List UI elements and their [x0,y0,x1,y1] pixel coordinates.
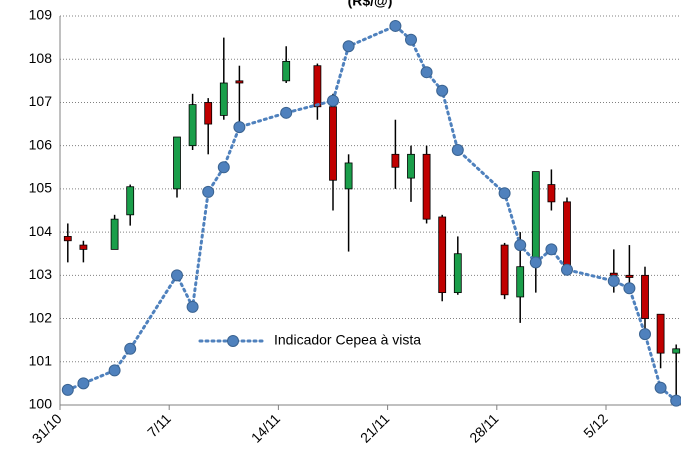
indicator-point [61,383,74,396]
x-tick-label: 14/11 [248,410,284,446]
indicator-point [561,263,573,276]
indicator-point [77,377,90,390]
candle-body [126,186,135,216]
indicator-point [420,66,433,79]
y-tick-label: 108 [29,50,53,66]
indicator-point [654,381,667,394]
indicator-point [342,40,355,53]
x-tick-label: 21/11 [357,410,393,446]
candle-body [531,171,540,268]
indicator-point [514,239,527,252]
y-tick-label: 101 [29,352,53,368]
indicator-point [451,143,464,156]
x-tick-label: 7/11 [144,410,174,440]
x-tick-label: 31/10 [29,410,65,446]
chart-title: (R$/@) [348,0,393,9]
x-tick-label: 28/11 [466,410,502,446]
candle-body [453,253,462,294]
x-tick-label: 5/12 [580,410,611,441]
indicator-point [498,187,511,200]
candle-body [422,153,431,220]
y-tick-label: 100 [29,396,53,412]
candle-body [173,136,181,190]
candle-body [79,244,88,250]
y-tick-label: 103 [29,266,53,282]
candle-body [329,106,337,181]
y-tick-label: 102 [29,309,53,325]
y-tick-label: 106 [29,136,53,152]
candle-body [500,244,509,296]
candle-body [204,102,213,125]
candle-body [563,201,571,268]
candle-body [656,313,665,354]
indicator-point [124,342,137,355]
candle-body [391,153,400,168]
candle-body [313,65,322,108]
indicator-point [233,121,246,134]
candle-body [547,184,556,203]
candle-body [407,153,415,179]
indicator-point [327,94,339,107]
indicator-point [405,33,417,46]
candle-body [344,162,353,190]
indicator-point [639,328,651,341]
indicator-point [670,394,681,407]
indicator-point [280,106,293,119]
indicator-point [186,300,199,313]
indicator-point [217,161,230,174]
legend-marker [227,335,239,347]
y-tick-label: 105 [29,180,53,196]
indicator-point [623,282,636,295]
indicator-point [171,269,183,282]
indicator-point [108,364,121,377]
candle-body [219,82,228,116]
indicator-point [545,243,558,256]
indicator-point [607,274,620,287]
candle-body [282,60,291,82]
y-tick-label: 104 [29,223,53,239]
candle-body [235,80,244,84]
candle-body [625,274,634,278]
indicator-point [436,84,449,97]
indicator-point [202,185,215,198]
candle-body [516,266,525,298]
indicator-point [389,19,402,32]
y-tick-label: 107 [29,93,53,109]
candle-body [438,216,447,294]
candle-body [110,218,119,250]
legend-label: Indicador Cepea à vista [274,332,421,348]
y-tick-label: 109 [29,7,53,23]
indicator-point [529,256,542,269]
candle-body [188,104,197,147]
candle-body [672,348,681,354]
candle-body [641,274,649,319]
candle-body [63,236,72,242]
